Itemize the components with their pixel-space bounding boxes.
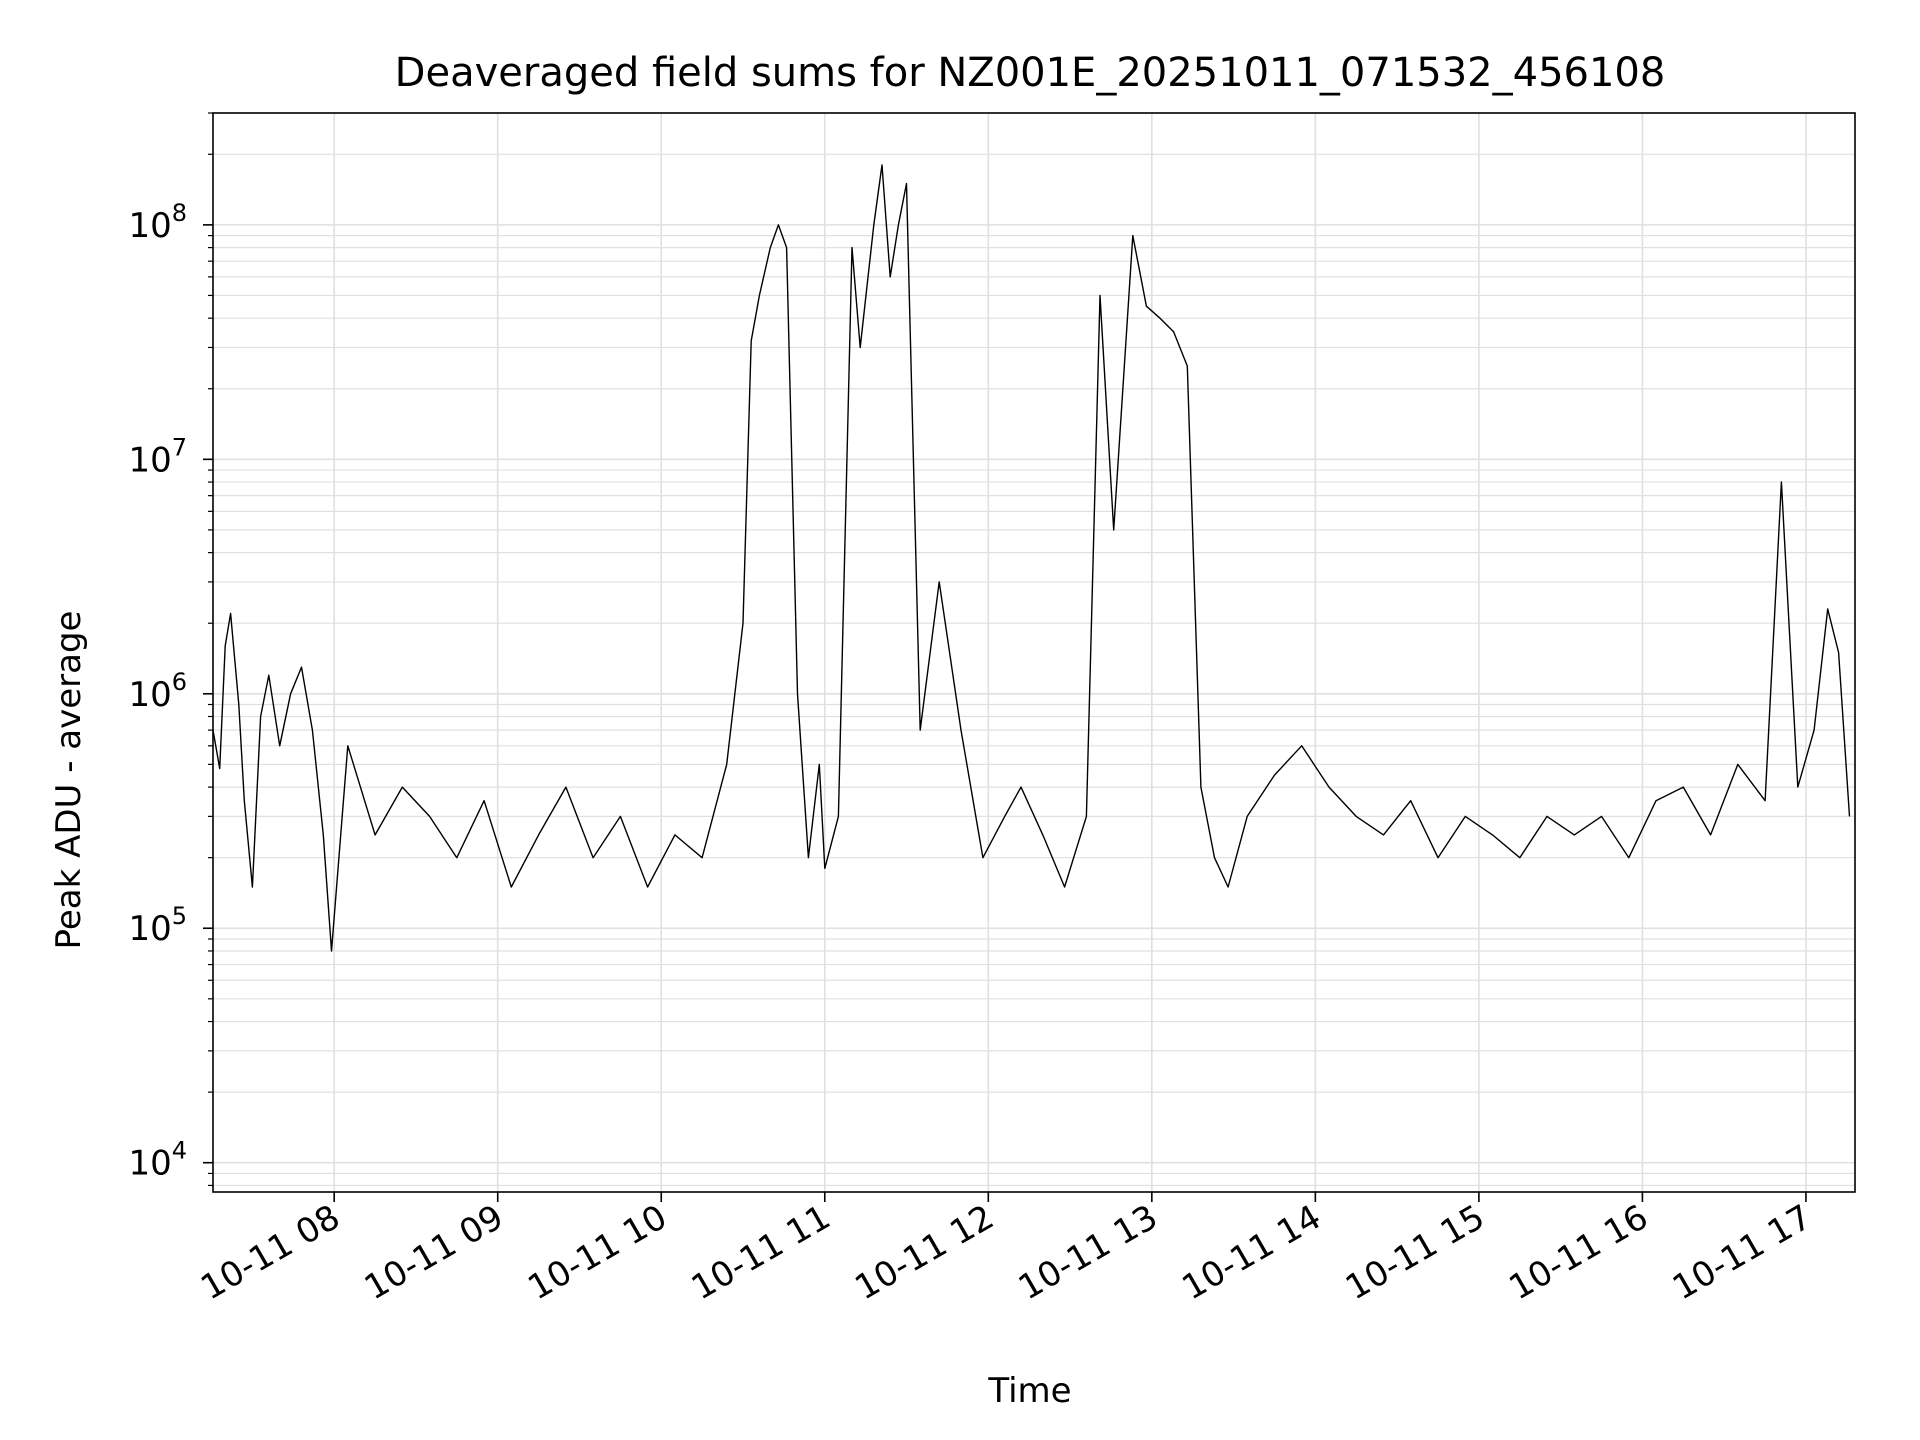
plot-frame xyxy=(212,112,1856,1193)
chart-title: Deaveraged field sums for NZ001E_2025101… xyxy=(395,50,1666,96)
x-axis-label: Time xyxy=(987,1371,1071,1411)
y-tick-label: 107 xyxy=(128,433,187,480)
y-tick-label: 105 xyxy=(128,902,187,949)
y-tick-label: 104 xyxy=(128,1137,187,1184)
y-tick-label: 106 xyxy=(128,668,187,715)
data-line xyxy=(212,164,1851,952)
data-series xyxy=(212,164,1851,952)
y-tick-label: 108 xyxy=(128,199,187,246)
y-axis-label: Peak ADU - average xyxy=(49,611,89,950)
